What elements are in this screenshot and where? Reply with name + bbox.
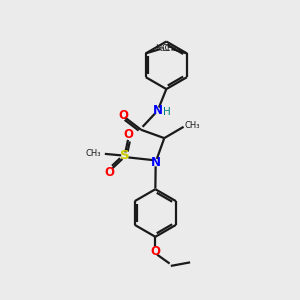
Text: S: S [120,149,130,162]
Text: O: O [150,244,160,258]
Text: CH₃: CH₃ [162,44,177,53]
Text: CH₃: CH₃ [85,149,101,158]
Text: N: N [151,156,161,169]
Text: O: O [123,128,133,141]
Text: H: H [163,107,171,117]
Text: O: O [104,166,114,179]
Text: H₃C: H₃C [155,44,171,53]
Text: N: N [152,104,162,117]
Text: O: O [118,109,128,122]
Text: CH₃: CH₃ [185,121,200,130]
